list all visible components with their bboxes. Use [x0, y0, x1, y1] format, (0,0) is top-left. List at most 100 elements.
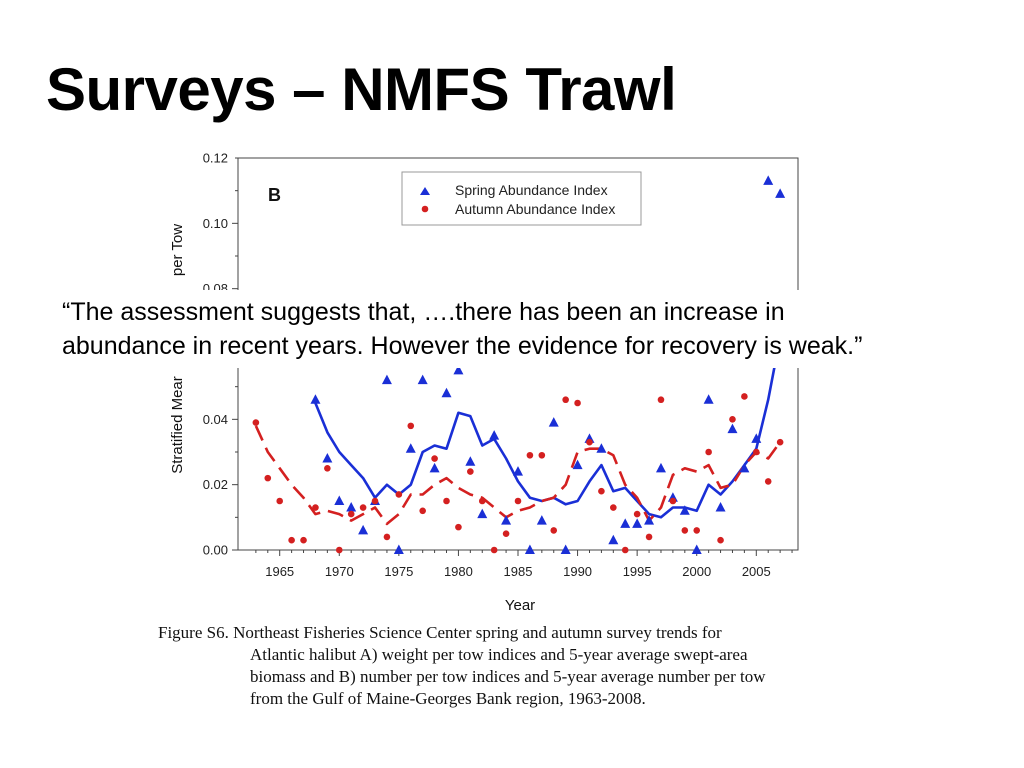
spring-point	[548, 417, 559, 427]
quote-overlay: “The assessment suggests that, ….there h…	[56, 290, 1024, 368]
spring-point	[536, 515, 547, 525]
spring-point	[644, 515, 655, 525]
autumn-point	[562, 396, 569, 404]
y-tick-label: 0.12	[203, 151, 228, 166]
autumn-point	[383, 533, 391, 541]
spring-point	[763, 175, 774, 185]
autumn-point	[776, 438, 784, 446]
autumn-point	[276, 497, 284, 505]
autumn-point	[610, 504, 617, 511]
autumn-trend-line	[254, 425, 782, 526]
autumn-point	[633, 510, 641, 518]
autumn-point	[467, 468, 474, 475]
spring-point	[775, 188, 786, 198]
autumn-point	[312, 504, 319, 511]
autumn-point	[514, 497, 522, 505]
spring-point	[393, 544, 404, 554]
caption-line-4: from the Gulf of Maine-Georges Bank regi…	[250, 689, 646, 708]
spring-point	[596, 443, 607, 453]
y-tick-label: 0.02	[203, 477, 228, 492]
slide-title: Surveys – NMFS Trawl	[46, 56, 677, 123]
autumn-point	[693, 527, 701, 534]
spring-point	[655, 462, 666, 473]
autumn-point	[645, 533, 653, 541]
spring-point	[739, 462, 750, 473]
caption-line-1: Figure S6. Northeast Fisheries Science C…	[158, 623, 722, 642]
autumn-point	[443, 497, 450, 505]
legend-spring-label: Spring Abundance Index	[455, 182, 608, 198]
spring-point	[751, 433, 762, 443]
autumn-point	[586, 438, 593, 446]
spring-point	[560, 544, 571, 554]
autumn-point	[431, 455, 438, 462]
autumn-point	[300, 536, 307, 544]
x-tick-label: 1985	[504, 564, 533, 579]
legend-spring-marker	[420, 187, 430, 195]
spring-point	[358, 524, 369, 535]
autumn-point	[347, 510, 355, 518]
chart: 0.00 0.02 0.04 0.08 0.10 0.12 1965 1970 1975 1980…	[150, 145, 850, 625]
x-axis-label: Year	[505, 597, 535, 614]
x-tick-label: 1965	[265, 564, 294, 579]
trend-layer	[254, 337, 782, 526]
autumn-point	[264, 474, 272, 482]
autumn-point	[288, 536, 295, 544]
y-axis-label-bottom: Stratified Mear	[169, 376, 186, 474]
spring-point	[572, 459, 583, 470]
autumn-point	[359, 504, 367, 511]
spring-point	[429, 462, 440, 473]
x-tick-label: 1975	[384, 564, 413, 579]
spring-point	[691, 544, 702, 554]
autumn-point	[598, 487, 605, 495]
autumn-point	[395, 491, 403, 498]
legend: Spring Abundance Index Autumn Abundance …	[401, 171, 642, 226]
spring-point	[608, 534, 619, 545]
spring-point	[322, 453, 333, 463]
legend-box	[401, 171, 642, 226]
spring-point	[489, 430, 500, 440]
autumn-point	[335, 546, 343, 554]
spring-point	[620, 518, 631, 528]
spring-point	[703, 394, 714, 404]
autumn-point	[478, 497, 486, 505]
y-tick-label: 0.04	[203, 412, 228, 427]
autumn-point	[729, 416, 736, 423]
spring-point	[465, 456, 476, 466]
autumn-point	[705, 448, 712, 456]
spring-point	[441, 387, 452, 398]
x-tick-label: 2000	[682, 564, 711, 579]
autumn-point	[681, 527, 689, 534]
autumn-point	[752, 448, 760, 456]
caption-line-2: Atlantic halibut A) weight per tow indic…	[250, 645, 748, 664]
autumn-point	[764, 478, 772, 485]
legend-autumn-label: Autumn Abundance Index	[455, 201, 615, 217]
x-tick-label: 1995	[623, 564, 652, 579]
autumn-point	[717, 536, 724, 544]
spring-point	[477, 508, 488, 519]
spring-point	[513, 466, 523, 476]
quote-line-1: “The assessment suggests that, ….there h…	[62, 298, 785, 326]
spring-point	[417, 374, 428, 385]
spring-point	[334, 495, 345, 505]
autumn-point	[371, 497, 379, 505]
spring-point	[679, 505, 690, 515]
autumn-point	[419, 507, 426, 515]
autumn-point	[538, 451, 546, 459]
autumn-point	[669, 497, 677, 505]
figure-caption: Figure S6. Northeast Fisheries Science C…	[158, 622, 766, 710]
spring-point	[727, 423, 738, 434]
spring-point	[715, 502, 726, 512]
spring-point	[346, 502, 357, 512]
spring-point	[310, 394, 321, 404]
y-axis-label-top: per Tow	[169, 224, 186, 276]
points-layer	[252, 175, 786, 554]
spring-point	[632, 518, 643, 528]
autumn-point	[252, 419, 260, 426]
spring-point	[501, 515, 512, 525]
autumn-point	[324, 465, 331, 472]
x-tick-label: 1990	[563, 564, 592, 579]
caption-line-3: biomass and B) number per tow indices an…	[250, 667, 766, 686]
x-tick-label: 2005	[742, 564, 771, 579]
